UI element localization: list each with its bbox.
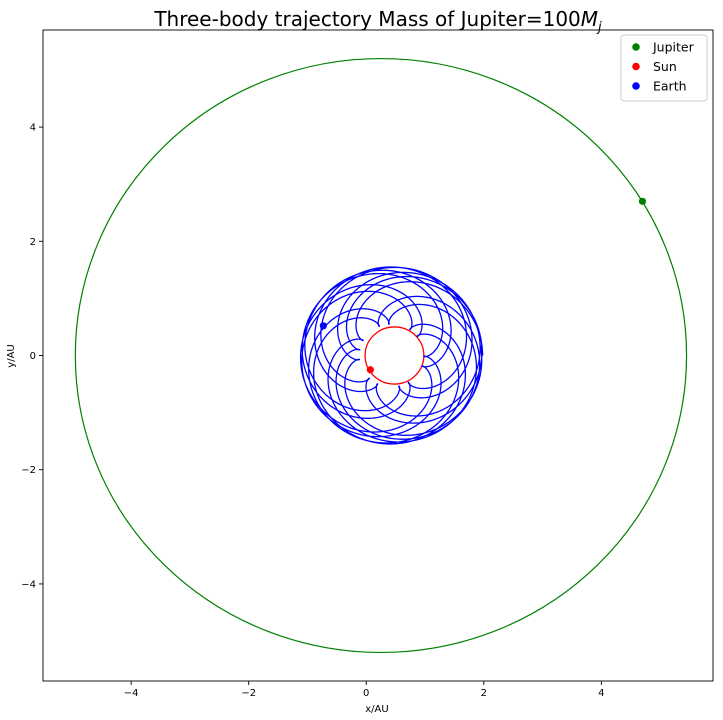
jupiter-position-marker (638, 197, 647, 205)
x-tick-label: −4 (124, 688, 139, 699)
sun-position-marker (366, 366, 374, 374)
legend-marker-sun (632, 62, 640, 71)
x-tick-label: 0 (363, 688, 369, 699)
x-axis-label: x/AU (365, 704, 388, 715)
chart-title-math-sub: j (596, 20, 602, 35)
y-tick-label: −4 (21, 579, 36, 590)
x-tick-label: 4 (598, 688, 604, 699)
legend: Jupiter Sun Earth (620, 34, 708, 102)
y-tick-label: 0 (30, 351, 36, 362)
y-axis-label: y/AU (6, 344, 17, 367)
jupiter-orbit (74, 57, 688, 654)
sun-orbit (364, 326, 425, 385)
plot-area (74, 57, 688, 654)
earth-position-marker (319, 322, 327, 330)
axes-frame (42, 29, 714, 682)
legend-marker-jupiter (632, 43, 640, 51)
earth-orbit (299, 266, 484, 445)
chart-title-text: Three-body trajectory Mass of Jupiter=10… (153, 7, 580, 31)
legend-label-jupiter: Jupiter (652, 40, 695, 55)
x-tick-label: −2 (241, 688, 256, 699)
legend-box (620, 34, 708, 102)
y-tick-label: 4 (30, 123, 36, 134)
x-tick-label: 2 (481, 688, 487, 699)
chart-title-math: M (581, 7, 598, 31)
axes: −4 −2 0 2 4 −4 −2 0 2 4 (21, 29, 714, 699)
legend-label-sun: Sun (653, 59, 677, 74)
legend-label-earth: Earth (653, 79, 687, 94)
y-tick-label: 2 (30, 237, 36, 248)
legend-marker-earth (632, 82, 640, 90)
chart-title: Three-body trajectory Mass of Jupiter=10… (153, 7, 602, 35)
y-tick-label: −2 (21, 465, 36, 476)
